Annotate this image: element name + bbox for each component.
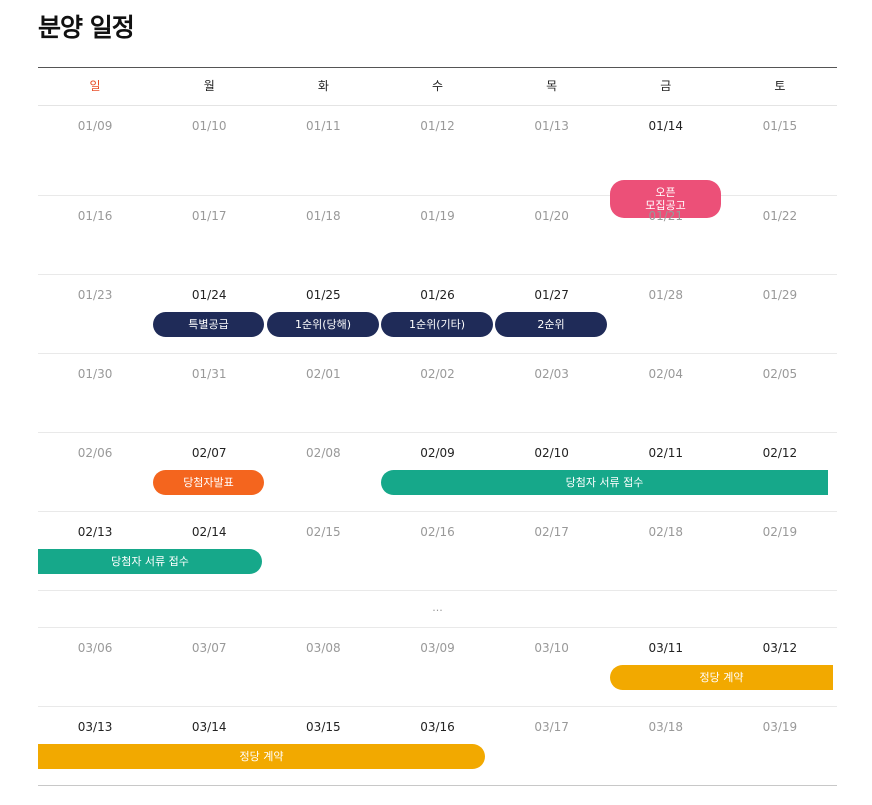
date-cell: 02/08 (306, 446, 341, 460)
date-cell: 02/11 (648, 446, 684, 460)
date-cell: 01/12 (420, 119, 455, 133)
date-cell: 03/07 (191, 641, 227, 655)
date-cell: 02/13 (77, 525, 113, 539)
date-cell: 02/17 (534, 525, 569, 539)
weekday-sun: 일 (89, 79, 101, 93)
date-cell: 02/06 (77, 446, 113, 460)
date-cell: 03/16 (420, 720, 455, 734)
date-cell: 03/18 (648, 720, 684, 734)
date-cell: 02/02 (420, 367, 455, 381)
date-cell: 02/15 (306, 525, 341, 539)
event-winner-announcement[interactable]: 당첨자발표 (153, 470, 264, 495)
date-cell: 02/19 (762, 525, 798, 539)
date-cell: 01/29 (762, 288, 798, 302)
event-second-priority[interactable]: 2순위 (495, 312, 607, 337)
event-first-priority-local[interactable]: 1순위(당해) (267, 312, 379, 337)
calendar-week: 01/30 01/31 02/01 02/02 02/03 02/04 02/0… (38, 354, 837, 433)
calendar-week: 01/16 01/17 01/18 01/19 01/20 01/21 01/2… (38, 196, 837, 275)
date-cell: 01/19 (420, 209, 455, 223)
date-cell: 01/25 (306, 288, 341, 302)
date-cell: 02/14 (191, 525, 227, 539)
date-cell: 03/06 (77, 641, 113, 655)
event-special-supply[interactable]: 특별공급 (153, 312, 264, 337)
event-first-priority-other[interactable]: 1순위(기타) (381, 312, 493, 337)
date-cell: 02/05 (762, 367, 798, 381)
date-cell: 03/08 (306, 641, 341, 655)
date-cell: 03/19 (762, 720, 798, 734)
event-open-announcement[interactable]: 오픈 모집공고 (610, 180, 721, 218)
calendar-week: 03/13 03/14 03/15 03/16 03/17 03/18 03/1… (38, 707, 837, 786)
date-cell: 02/03 (534, 367, 569, 381)
weekday-sat: 토 (774, 79, 786, 93)
schedule-calendar: 일 월 화 수 목 금 토 01/09 01/10 01/11 01/12 01… (38, 67, 837, 786)
weekday-mon: 월 (203, 79, 215, 93)
date-cell: 03/13 (77, 720, 113, 734)
date-cell: 01/27 (534, 288, 569, 302)
event-document-submission-continued[interactable]: 당첨자 서류 접수 (38, 549, 262, 574)
date-cell: 01/20 (534, 209, 569, 223)
calendar-week: 01/23 01/24 01/25 01/26 01/27 01/28 01/2… (38, 275, 837, 354)
date-cell: 03/12 (762, 641, 798, 655)
calendar-week: 02/13 02/14 02/15 02/16 02/17 02/18 02/1… (38, 512, 837, 591)
calendar-week: 02/06 02/07 02/08 02/09 02/10 02/11 02/1… (38, 433, 837, 512)
ellipsis: ... (432, 601, 443, 614)
date-cell: 02/09 (420, 446, 455, 460)
date-cell: 01/13 (534, 119, 569, 133)
date-cell: 01/16 (77, 209, 113, 223)
date-cell: 01/15 (762, 119, 798, 133)
weekday-fri: 금 (660, 79, 672, 93)
date-cell: 02/04 (648, 367, 684, 381)
calendar-week: 03/06 03/07 03/08 03/09 03/10 03/11 03/1… (38, 628, 837, 707)
weekday-tue: 화 (317, 79, 329, 93)
date-cell: 01/18 (306, 209, 341, 223)
date-cell: 01/14 (648, 119, 684, 133)
weekday-thu: 목 (546, 79, 558, 93)
date-cell: 01/21 (648, 209, 684, 223)
date-cell: 01/23 (77, 288, 113, 302)
date-cell: 03/10 (534, 641, 569, 655)
date-cell: 01/17 (191, 209, 227, 223)
date-cell: 02/10 (534, 446, 569, 460)
event-contract[interactable]: 정당 계약 (610, 665, 833, 690)
date-cell: 02/07 (191, 446, 227, 460)
date-cell: 03/15 (306, 720, 341, 734)
date-cell: 03/17 (534, 720, 569, 734)
page-title: 분양 일정 (38, 13, 135, 42)
date-cell: 03/09 (420, 641, 455, 655)
date-cell: 01/28 (648, 288, 684, 302)
calendar-gap: ... (38, 591, 837, 628)
date-cell: 01/22 (762, 209, 798, 223)
date-cell: 01/10 (191, 119, 227, 133)
date-cell: 02/18 (648, 525, 684, 539)
date-cell: 03/11 (648, 641, 684, 655)
date-cell: 03/14 (191, 720, 227, 734)
date-cell: 01/11 (306, 119, 341, 133)
date-cell: 01/09 (77, 119, 113, 133)
event-document-submission[interactable]: 당첨자 서류 접수 (381, 470, 828, 495)
event-contract-continued[interactable]: 정당 계약 (38, 744, 485, 769)
date-cell: 02/01 (306, 367, 341, 381)
date-cell: 01/26 (420, 288, 455, 302)
date-cell: 02/12 (762, 446, 798, 460)
weekday-wed: 수 (431, 79, 444, 93)
date-cell: 01/24 (191, 288, 227, 302)
date-cell: 02/16 (420, 525, 455, 539)
calendar-week: 01/09 01/10 01/11 01/12 01/13 01/14 01/1… (38, 106, 837, 218)
date-cell: 01/31 (191, 367, 227, 381)
weekday-header: 일 월 화 수 목 금 토 (38, 68, 837, 106)
date-cell: 01/30 (77, 367, 113, 381)
